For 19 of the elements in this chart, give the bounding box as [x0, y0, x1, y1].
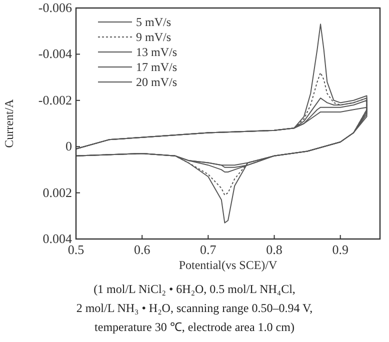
y-tick-label: -0.006 [38, 0, 72, 15]
x-tick-label: 0.6 [134, 242, 151, 257]
text: (1 mol/L NiCl₂ • 6H₂O, 0.5 mol/L NH₄Cl, [94, 282, 296, 296]
legend-label: 9 mV/s [136, 30, 172, 44]
x-tick-label: 0.8 [266, 242, 282, 257]
text: temperature 30 ℃, electrode area 1.0 cm) [94, 320, 294, 334]
x-axis-title: Potential(vs SCE)/V [178, 258, 278, 272]
text: 2 mol/L NH₃ • H₂O, scanning range 0.50–0.94 V, [76, 301, 313, 315]
y-tick-label: 0.002 [42, 184, 72, 200]
legend-label: 20 mV/s [136, 75, 178, 89]
y-axis-title: Current/A [2, 98, 16, 148]
y-tick-label: 0 [66, 138, 72, 154]
legend-label: 17 mV/s [136, 60, 178, 74]
y-tick-label: -0.004 [38, 46, 72, 62]
y-tick-label: -0.002 [38, 92, 72, 108]
legend-label: 13 mV/s [136, 45, 178, 59]
x-tick-label: 0.9 [332, 242, 348, 257]
x-tick-label: 0.7 [200, 242, 217, 257]
legend-label: 5 mV/s [136, 15, 172, 29]
